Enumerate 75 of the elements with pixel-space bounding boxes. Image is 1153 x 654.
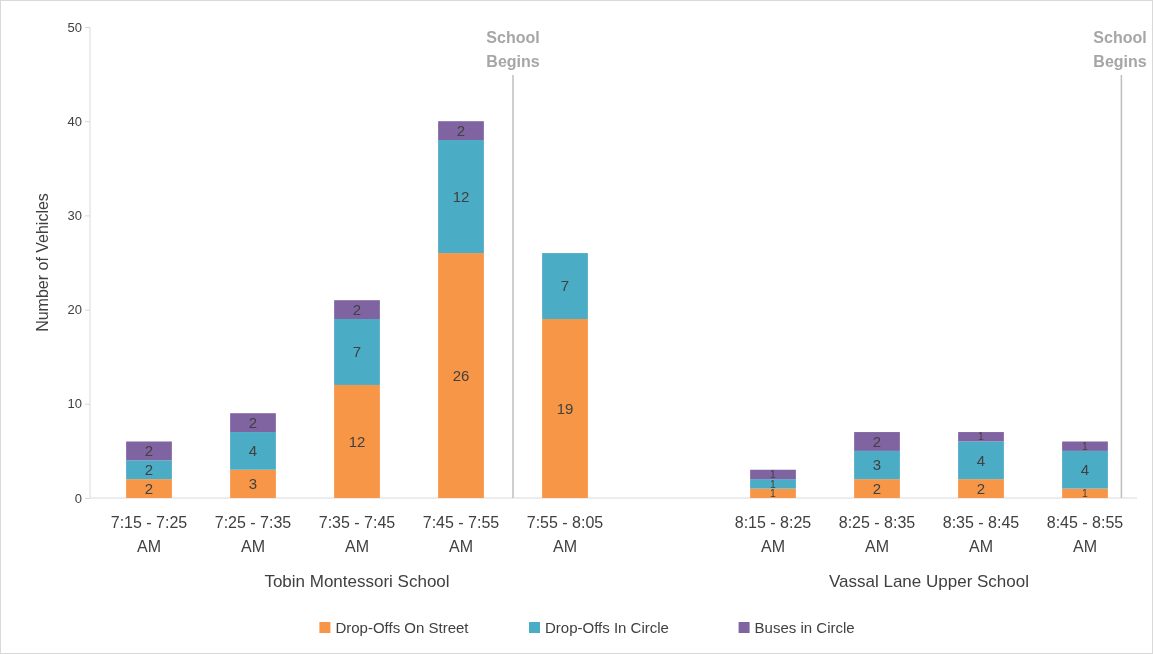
data-label: 2	[144, 442, 154, 460]
data-label: 19	[556, 399, 574, 417]
bar	[438, 253, 484, 498]
data-label: 1	[978, 431, 985, 443]
data-label: 2	[352, 300, 362, 318]
x-tick-label: 8:45 - 8:55 AM	[1046, 514, 1124, 555]
data-label: 3	[248, 475, 258, 493]
bar	[542, 319, 588, 498]
data-label: 1	[770, 478, 777, 490]
bar	[958, 479, 1004, 498]
x-tick-label: 8:35 - 8:45 AM	[942, 514, 1020, 555]
bar	[230, 432, 276, 470]
legend-label: Buses in Circle	[754, 619, 855, 637]
data-label: 7	[352, 343, 362, 361]
bar	[126, 479, 172, 498]
y-tick-label: 0	[74, 490, 82, 506]
x-tick-label: 7:15 - 7:25 AM	[110, 514, 188, 555]
data-label: 26	[452, 366, 470, 384]
bar	[334, 384, 380, 498]
bar	[126, 441, 172, 461]
x-tick-label: 7:45 - 7:55 AM	[422, 514, 500, 555]
bar	[854, 432, 900, 451]
x-tick-label: 7:55 - 8:05 AM	[526, 514, 604, 555]
data-label: 2	[144, 479, 154, 497]
y-tick-label: 10	[67, 396, 82, 412]
bar	[542, 253, 588, 320]
data-label: 12	[452, 187, 470, 205]
bar	[958, 432, 1004, 442]
text: Tobin Montessori School	[264, 572, 450, 591]
data-label: 4	[1080, 460, 1090, 478]
data-label: 4	[248, 442, 258, 460]
data-label: 1	[1082, 487, 1089, 499]
bar	[750, 488, 796, 498]
annotation: School Begins	[486, 29, 540, 70]
data-label: 12	[348, 432, 366, 450]
y-tick-label: 20	[67, 302, 82, 318]
legend-label: Drop-Offs On Street	[335, 619, 470, 637]
data-label: 3	[872, 456, 882, 474]
y-tick-label: 50	[67, 19, 82, 35]
data-label: 1	[1082, 440, 1089, 452]
bar	[854, 450, 900, 480]
text: Vassal Lane Upper School	[828, 572, 1030, 591]
data-label: 2	[976, 479, 986, 497]
data-label: 2	[144, 460, 154, 478]
x-tick-label: 8:25 - 8:35 AM	[838, 514, 916, 555]
bar	[126, 460, 172, 480]
legend-label: Drop-Offs In Circle	[545, 619, 669, 637]
bar	[1062, 450, 1108, 489]
bar	[334, 319, 380, 385]
bar	[230, 413, 276, 433]
bar	[750, 469, 796, 480]
data-label: 4	[976, 451, 986, 469]
bar	[958, 441, 1004, 480]
bar	[1062, 488, 1108, 498]
data-label: 1	[770, 469, 777, 481]
bar	[1062, 441, 1108, 451]
bar	[230, 469, 276, 498]
y-tick-label: 40	[67, 113, 82, 129]
data-label: 7	[560, 277, 570, 295]
x-tick-label: 7:25 - 7:35 AM	[214, 514, 292, 555]
data-label: 1	[770, 487, 777, 499]
bar	[438, 121, 484, 141]
y-axis-title: Number of Vehicles	[34, 193, 51, 332]
data-label: 2	[872, 479, 882, 497]
y-tick-label: 30	[67, 208, 82, 224]
bar	[438, 140, 484, 254]
x-tick-label: 8:15 - 8:25 AM	[734, 514, 812, 555]
bar	[750, 479, 796, 489]
bar	[854, 479, 900, 498]
data-label: 2	[456, 121, 466, 139]
annotation: School Begins	[1093, 29, 1147, 70]
data-label: 2	[872, 432, 882, 450]
bar	[334, 300, 380, 320]
data-label: 2	[248, 413, 258, 431]
x-tick-label: 7:35 - 7:45 AM	[318, 514, 396, 555]
